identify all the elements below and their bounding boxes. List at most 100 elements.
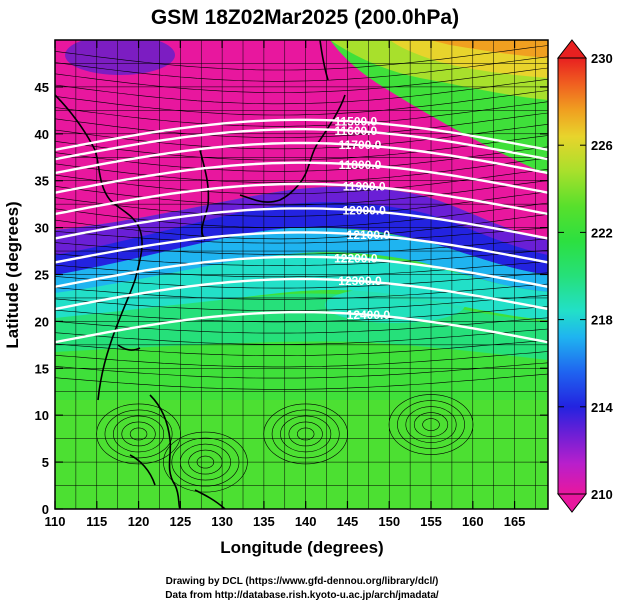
streamline xyxy=(55,101,548,127)
contour-label: 12200.0 xyxy=(334,252,378,266)
streamline xyxy=(55,157,548,183)
streamline xyxy=(55,191,548,217)
coastlines xyxy=(55,40,346,509)
streamline xyxy=(55,214,548,240)
contour-line xyxy=(55,231,548,264)
x-axis-label: Longitude (degrees) xyxy=(220,538,383,557)
streamline-eddy xyxy=(113,415,165,453)
colorbar-tick-label: 222 xyxy=(591,225,613,240)
streamline-eddy xyxy=(405,406,457,443)
y-tick-label: 0 xyxy=(42,502,49,517)
streamline xyxy=(55,78,548,105)
streamline xyxy=(55,227,548,244)
streamline-eddy xyxy=(171,437,240,487)
streamline xyxy=(55,295,548,311)
streamline xyxy=(55,135,548,161)
streamline-eddy xyxy=(121,421,156,447)
y-tick-label: 45 xyxy=(35,80,49,95)
colorbar-tick-label: 230 xyxy=(591,51,613,66)
streamline xyxy=(55,351,548,368)
x-tick-label: 150 xyxy=(378,514,400,529)
streamline-eddy xyxy=(413,412,449,437)
contour-label: 11700.0 xyxy=(339,138,382,152)
streamline xyxy=(55,202,548,228)
streamline-eddy xyxy=(104,409,173,459)
x-tick-label: 160 xyxy=(462,514,484,529)
streamline xyxy=(55,373,548,390)
y-tick-label: 20 xyxy=(35,314,49,329)
contour-label: 11900.0 xyxy=(343,179,386,193)
streamline-eddy xyxy=(397,400,465,449)
contour-label: 12000.0 xyxy=(342,204,386,218)
streamline xyxy=(55,45,548,71)
x-tick-label: 135 xyxy=(253,514,275,529)
x-tick-label: 165 xyxy=(504,514,526,529)
streamline-eddy xyxy=(188,449,223,475)
contour-label: 12300.0 xyxy=(338,274,382,288)
y-tick-label: 10 xyxy=(35,408,49,423)
y-axis-label: Latitude (degrees) xyxy=(3,201,22,348)
contour-line xyxy=(55,118,548,151)
streamline-eddy xyxy=(296,427,315,441)
streamline-eddy xyxy=(163,431,248,493)
streamline xyxy=(55,272,548,289)
streamline xyxy=(55,56,548,82)
colorbar-gradient xyxy=(557,57,587,495)
x-tick-label: 110 xyxy=(45,514,66,529)
streamline xyxy=(55,238,548,255)
contour-label: 11600.0 xyxy=(334,124,377,138)
colorbar-tick-label: 210 xyxy=(591,487,613,502)
streamline xyxy=(55,169,548,195)
streamline xyxy=(55,249,548,266)
streamline-eddy xyxy=(96,403,181,465)
streamline xyxy=(55,306,548,323)
streamline xyxy=(55,328,548,345)
wind-streamlines xyxy=(55,45,548,493)
contour-line xyxy=(55,255,548,288)
credit-data: Data from http://database.rish.kyoto-u.a… xyxy=(165,590,439,601)
streamline xyxy=(55,90,548,116)
x-tick-label: 145 xyxy=(337,514,359,529)
x-tick-label: 125 xyxy=(169,514,191,529)
streamline xyxy=(55,112,548,138)
streamline-eddy xyxy=(263,403,348,465)
colorbar-tick-label: 218 xyxy=(591,313,613,328)
colorbar-max-arrow xyxy=(556,39,588,59)
contour-line xyxy=(55,207,548,240)
streamline-eddy xyxy=(129,427,148,441)
streamline-eddy xyxy=(280,415,332,453)
x-tick-label: 140 xyxy=(295,514,317,529)
x-tick-label: 130 xyxy=(211,514,233,529)
y-axis: 0 5 10 15 20 25 30 35 40 45 xyxy=(35,80,548,517)
streamline-eddy xyxy=(422,418,440,431)
streamline xyxy=(55,180,548,206)
contour-label: 11500.0 xyxy=(334,115,377,129)
contour-line xyxy=(55,127,548,161)
contour-label: 11800.0 xyxy=(339,158,382,172)
y-tick-label: 30 xyxy=(35,221,49,236)
x-axis: 110 115 120 125 130 135 140 145 150 155 160 165 xyxy=(45,40,526,529)
contour-line xyxy=(55,141,548,175)
contour-line xyxy=(55,182,548,216)
x-tick-label: 120 xyxy=(128,514,150,529)
streamline xyxy=(55,362,548,379)
grid-lines xyxy=(55,40,548,509)
y-tick-label: 5 xyxy=(42,455,49,470)
streamline xyxy=(55,67,548,93)
contour-line xyxy=(55,311,548,344)
contour-line xyxy=(55,277,548,311)
streamline xyxy=(55,340,548,356)
y-tick-label: 25 xyxy=(35,268,49,283)
height-contours xyxy=(55,118,548,344)
chart-title: GSM 18Z02Mar2025 (200.0hPa) xyxy=(151,6,459,29)
contour-label: 12100.0 xyxy=(347,228,391,242)
colorbar-min-arrow xyxy=(556,493,588,513)
credit-drawing: Drawing by DCL (https://www.gfd-dennou.o… xyxy=(166,576,439,587)
streamline-eddy xyxy=(271,409,340,459)
colorbar: 210 214 218 222 226 230 xyxy=(556,39,613,513)
y-tick-label: 40 xyxy=(35,127,49,142)
streamline-eddy xyxy=(288,421,323,447)
x-tick-label: 155 xyxy=(420,514,442,529)
y-tick-label: 35 xyxy=(35,174,49,189)
